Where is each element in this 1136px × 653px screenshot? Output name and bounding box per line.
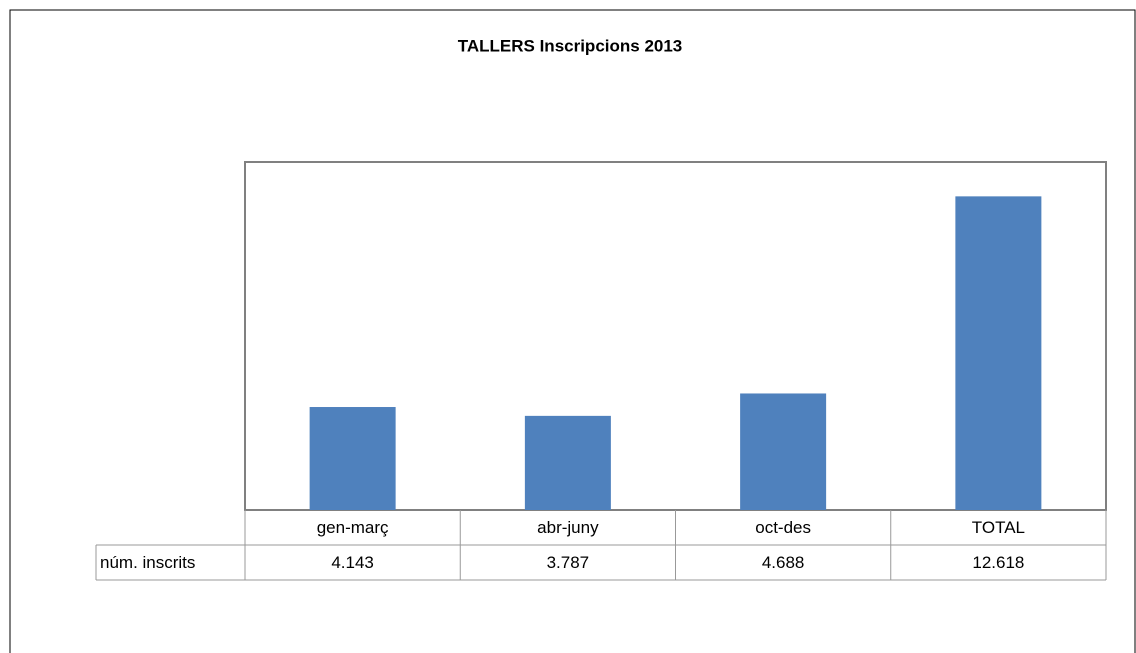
chart-title: TALLERS Inscripcions 2013 xyxy=(458,36,683,55)
table-value: 4.688 xyxy=(762,553,805,572)
x-tick-label: gen-març xyxy=(317,518,389,537)
x-tick-label: oct-des xyxy=(755,518,811,537)
table-value: 4.143 xyxy=(331,553,374,572)
frame xyxy=(9,9,1136,653)
bar xyxy=(740,393,827,510)
bar xyxy=(955,196,1042,510)
table-value: 12.618 xyxy=(972,553,1024,572)
bar xyxy=(309,407,396,510)
x-tick-label: TOTAL xyxy=(972,518,1025,537)
x-tick-label: abr-juny xyxy=(537,518,599,537)
row-header: núm. inscrits xyxy=(100,553,195,572)
bar xyxy=(524,415,611,510)
table-value: 3.787 xyxy=(547,553,590,572)
